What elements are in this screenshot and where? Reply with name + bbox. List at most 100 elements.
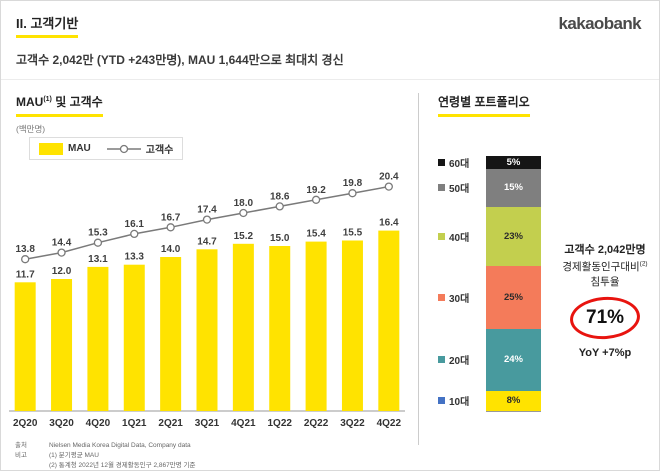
mau-bar bbox=[87, 266, 109, 411]
annotation-population-text: 경제활동인구대비 bbox=[562, 261, 640, 273]
annotation-footnote-marker: (2) bbox=[639, 260, 648, 268]
age-group-marker-icon bbox=[438, 184, 445, 192]
age-group-label-40대: 40대 bbox=[438, 207, 486, 266]
penetration-circle-highlight: 71% bbox=[568, 294, 642, 342]
source-label: 출처 bbox=[15, 442, 27, 449]
mau-value-label: 14.7 bbox=[197, 236, 217, 247]
mau-bar bbox=[269, 246, 291, 411]
age-group-marker-icon bbox=[438, 397, 445, 405]
customers-point bbox=[239, 208, 248, 218]
mau-bar bbox=[51, 279, 73, 411]
x-axis-tick-label: 1Q21 bbox=[122, 418, 147, 429]
mau-bar bbox=[196, 249, 218, 411]
chart-legend: MAU 고객수 bbox=[29, 137, 184, 160]
age-segment-60대: 5% bbox=[486, 156, 541, 169]
age-stacked-bar: 5% 15% 23% 25% 24% 8% bbox=[486, 156, 541, 412]
age-group-label-20대: 20대 bbox=[438, 329, 486, 390]
age-segment-10대: 8% bbox=[486, 390, 541, 411]
annotation-customers: 고객수 2,042만명 bbox=[564, 244, 646, 256]
penetration-yoy: YoY +7%p bbox=[578, 347, 632, 359]
age-group-marker-icon bbox=[438, 356, 445, 364]
customers-point bbox=[311, 195, 321, 204]
customers-value-label: 16.7 bbox=[161, 212, 181, 223]
note-row-1: 비고 (1) 분기평균 MAU bbox=[15, 451, 195, 461]
customers-point bbox=[57, 248, 66, 257]
mau-title-main: MAU bbox=[16, 95, 44, 109]
x-axis-tick-label: 4Q21 bbox=[231, 418, 256, 429]
mau-bar bbox=[378, 230, 400, 411]
penetration-value: 71% bbox=[585, 307, 625, 328]
customers-value-label: 20.4 bbox=[379, 172, 399, 183]
legend-item-mau: MAU bbox=[39, 142, 91, 155]
customers-value-label: 18.6 bbox=[270, 191, 290, 202]
age-group-text: 10대 bbox=[449, 397, 470, 409]
note-label-spacer bbox=[15, 461, 49, 470]
age-segment-30대: 25% bbox=[486, 265, 541, 330]
vertical-divider bbox=[418, 93, 419, 445]
age-group-text: 20대 bbox=[449, 356, 470, 368]
customers-point bbox=[202, 215, 212, 224]
note-1-text: (1) 분기평균 MAU bbox=[49, 452, 99, 460]
x-axis-tick-label: 1Q22 bbox=[267, 418, 292, 429]
customers-value-label: 19.8 bbox=[343, 178, 363, 189]
x-axis-tick-label: 3Q21 bbox=[195, 418, 220, 429]
mau-bar bbox=[14, 282, 36, 411]
customers-value-label: 19.2 bbox=[306, 185, 326, 196]
x-axis-tick-label: 3Q20 bbox=[49, 418, 74, 429]
mau-value-label: 12.0 bbox=[52, 266, 72, 277]
legend-customers-label: 고객수 bbox=[145, 145, 174, 156]
customers-value-label: 13.8 bbox=[15, 244, 35, 255]
note-label: 비고 bbox=[15, 452, 27, 460]
mau-chart-title: MAU(1) 및 고객수 bbox=[16, 93, 103, 117]
age-segment-40대: 23% bbox=[486, 207, 541, 266]
legend-item-customers: 고객수 bbox=[106, 141, 174, 156]
age-segment-50대: 15% bbox=[486, 168, 541, 207]
mau-bar bbox=[305, 241, 327, 411]
mau-value-label: 13.1 bbox=[88, 254, 108, 265]
customers-point bbox=[275, 202, 284, 211]
mau-value-label: 15.5 bbox=[343, 228, 363, 239]
age-group-label-50대: 50대 bbox=[438, 169, 486, 207]
mau-value-label: 15.2 bbox=[234, 231, 254, 242]
note-row-2: (2) 통계청 2022년 12월 경제활동인구 2,867만명 기준 bbox=[15, 461, 196, 470]
source-row: 출처 Nielsen Media Korea Digital Data, Com… bbox=[15, 441, 195, 451]
x-axis-tick-label: 4Q22 bbox=[377, 418, 402, 429]
age-group-label-10대: 10대 bbox=[438, 391, 486, 411]
age-group-label-30대: 30대 bbox=[438, 266, 486, 330]
y-axis-unit: (백만명) bbox=[16, 124, 46, 134]
customers-value-label: 17.4 bbox=[197, 205, 217, 216]
age-group-marker-icon bbox=[438, 232, 445, 240]
mau-title-rest: 및 고객수 bbox=[51, 95, 103, 109]
mau-bar bbox=[232, 243, 254, 411]
x-axis-tick-label: 2Q20 bbox=[13, 418, 38, 429]
customers-point bbox=[21, 255, 30, 264]
note-2-text: (2) 통계청 2022년 12월 경제활동인구 2,867만명 기준 bbox=[49, 462, 196, 470]
x-axis-tick-label: 3Q22 bbox=[340, 418, 365, 429]
customers-point bbox=[93, 238, 103, 247]
mau-customers-chart: 11.7 2Q20 12.0 3Q20 13.1 4Q20 13.3 1Q21 14.0 2Q21… bbox=[9, 172, 405, 429]
x-axis-tick-label: 2Q22 bbox=[304, 418, 329, 429]
customers-point bbox=[130, 229, 139, 239]
customers-point bbox=[348, 189, 357, 198]
customers-value-label: 14.4 bbox=[52, 238, 72, 249]
customers-point bbox=[384, 182, 393, 191]
mau-value-label: 14.0 bbox=[161, 244, 181, 255]
page-title: II. 고객기반 bbox=[16, 13, 79, 38]
mau-value-label: 11.7 bbox=[16, 269, 35, 280]
mau-value-label: 16.4 bbox=[379, 218, 399, 229]
header-divider bbox=[1, 79, 659, 80]
source-text: Nielsen Media Korea Digital Data, Compan… bbox=[49, 442, 191, 449]
annotation-penetration-label: 침투율 bbox=[590, 276, 620, 288]
age-group-label-60대: 60대 bbox=[438, 156, 486, 170]
mau-bar bbox=[160, 257, 182, 411]
customers-line-marker-icon bbox=[106, 144, 141, 153]
annotation-population: 경제활동인구대비(2) bbox=[552, 259, 658, 274]
age-segment-20대: 24% bbox=[486, 329, 541, 391]
age-group-text: 40대 bbox=[449, 232, 470, 244]
penetration-annotation: 고객수 2,042만명 경제활동인구대비(2) 침투율 71% YoY +7%p bbox=[552, 241, 658, 359]
customers-point bbox=[166, 223, 175, 232]
x-axis-tick-label: 2Q21 bbox=[158, 418, 183, 429]
age-group-marker-icon bbox=[438, 294, 445, 302]
kakaobank-logo: kakaobank bbox=[558, 14, 642, 33]
